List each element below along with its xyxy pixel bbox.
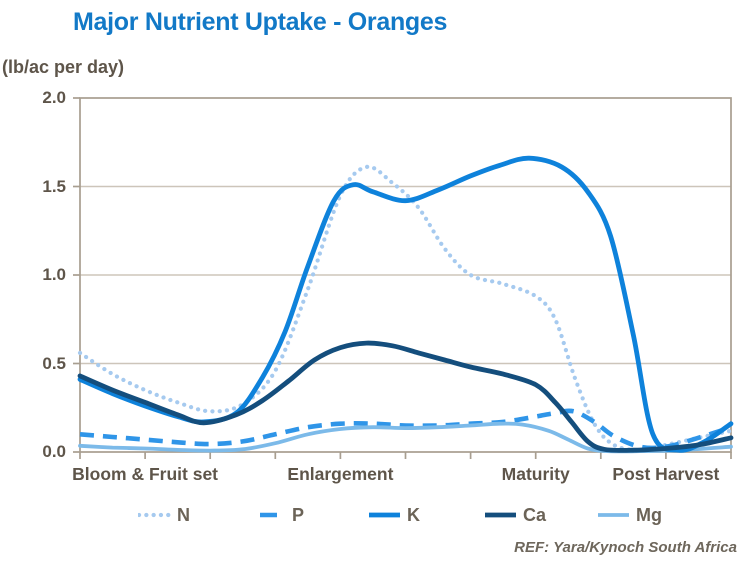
reference-note: REF: Yara/Kynoch South Africa bbox=[514, 539, 737, 556]
x-stage-label: Enlargement bbox=[287, 464, 394, 484]
y-tick-label: 1.0 bbox=[42, 265, 66, 284]
x-axis-ticks bbox=[79, 452, 732, 459]
legend-label-Ca: Ca bbox=[523, 504, 547, 525]
legend-label-P: P bbox=[292, 504, 305, 525]
legend-item-K: K bbox=[368, 503, 420, 527]
legend-label-K: K bbox=[407, 504, 420, 525]
legend-item-Ca: Ca bbox=[484, 503, 546, 527]
legend-item-N: N bbox=[138, 503, 190, 527]
y-tick-label: 0.5 bbox=[42, 353, 66, 373]
legend-swatch-Ca bbox=[485, 512, 516, 518]
legend-item-Mg: Mg bbox=[597, 503, 662, 527]
x-stage-label: Post Harvest bbox=[612, 464, 720, 484]
legend-swatch-K bbox=[369, 512, 400, 518]
series-line-Ca bbox=[77, 340, 734, 453]
series-lines bbox=[77, 155, 734, 454]
series-line-P bbox=[79, 408, 732, 451]
legend-swatch-N bbox=[138, 512, 171, 518]
legend-item-P: P bbox=[253, 503, 304, 527]
y-tick-label: 0.0 bbox=[42, 442, 66, 461]
series-line-N bbox=[77, 164, 734, 453]
y-axis-ticks bbox=[73, 97, 80, 453]
legend: N P K Ca Mg bbox=[0, 503, 756, 527]
y-tick-label: 2.0 bbox=[42, 88, 66, 107]
x-stage-label: Bloom & Fruit set bbox=[72, 464, 219, 484]
x-stage-label: Maturity bbox=[501, 464, 570, 484]
chart-title: Major Nutrient Uptake - Oranges bbox=[73, 8, 448, 36]
series-line-K bbox=[77, 155, 734, 453]
legend-swatch-Mg bbox=[598, 513, 629, 517]
legend-label-N: N bbox=[177, 504, 190, 525]
y-axis-unit-label: (lb/ac per day) bbox=[2, 57, 125, 77]
y-tick-label: 1.5 bbox=[42, 176, 66, 196]
legend-label-Mg: Mg bbox=[636, 504, 662, 525]
series-line-Mg bbox=[78, 421, 733, 454]
legend-swatch-P bbox=[260, 512, 277, 518]
